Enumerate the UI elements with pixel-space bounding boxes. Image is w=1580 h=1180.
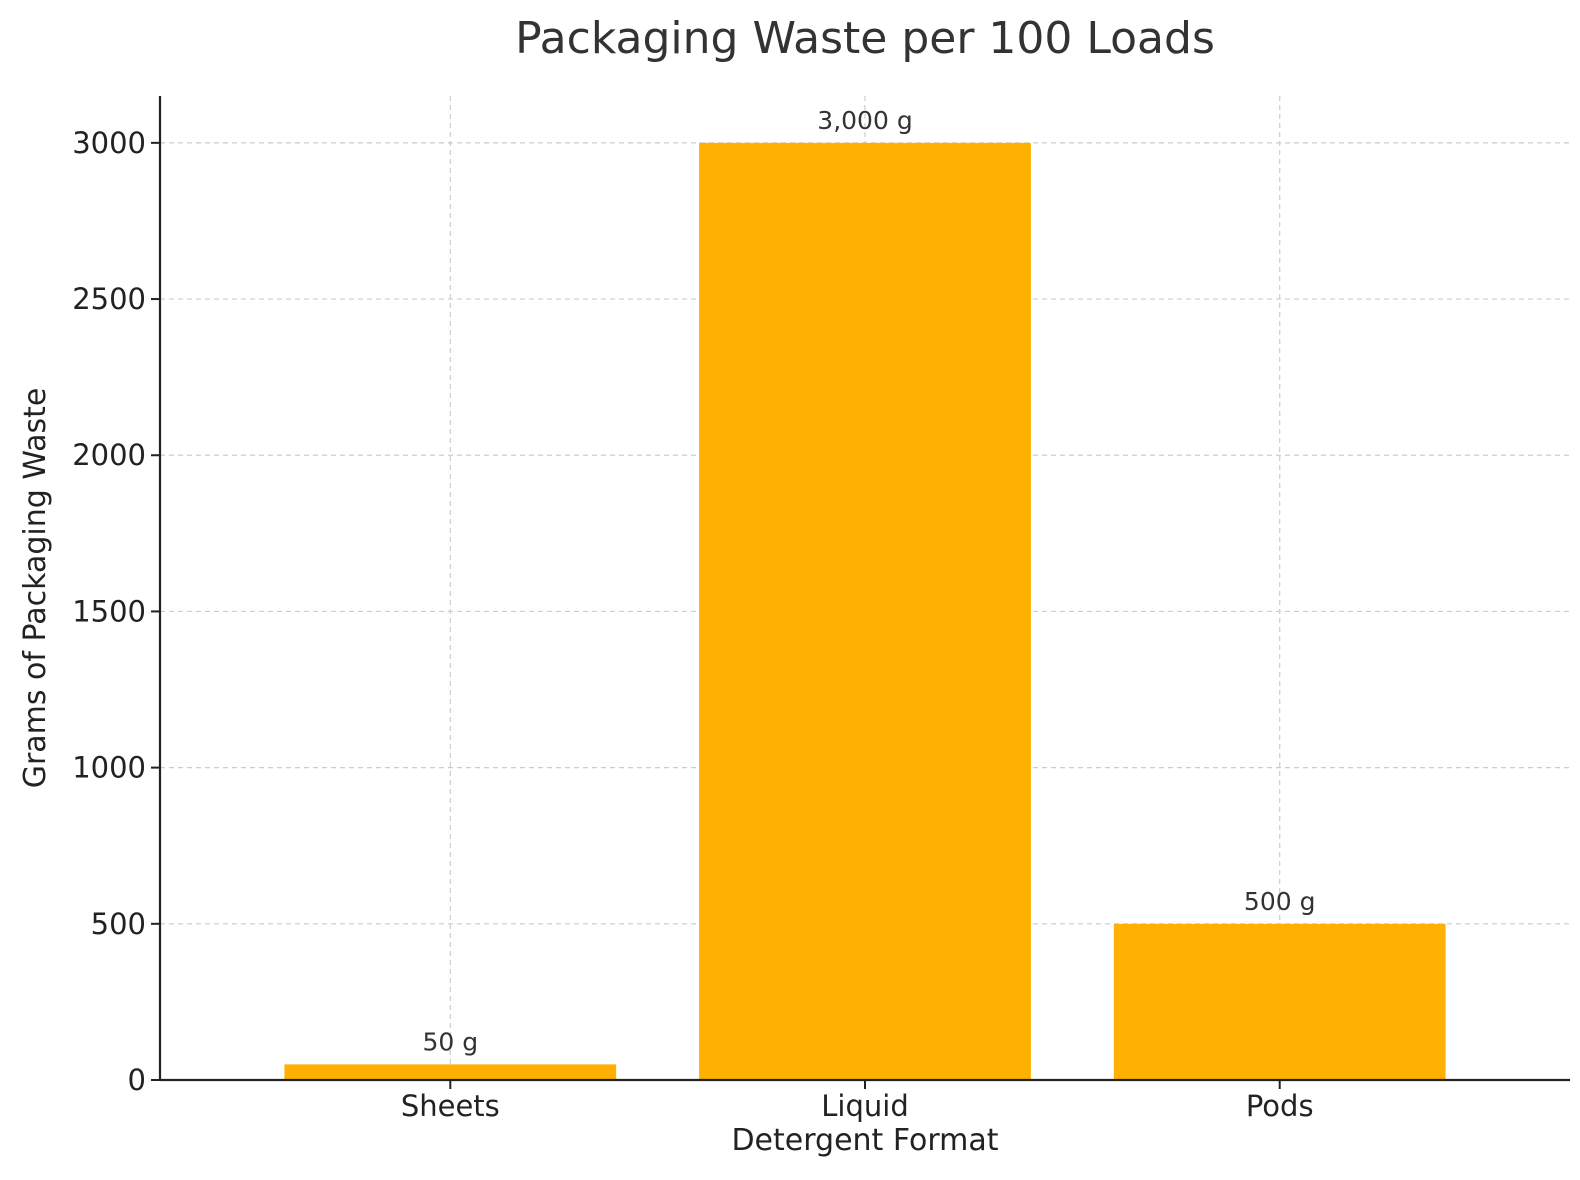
bar-layer <box>284 142 1446 1080</box>
x-tick-label-liquid: Liquid <box>821 1089 908 1123</box>
x-tick-label-pods: Pods <box>1246 1089 1314 1123</box>
y-tick-label: 2000 <box>72 438 146 472</box>
label-layer: 50 g 3,000 g 500 g <box>422 106 1315 1057</box>
chart-title: Packaging Waste per 100 Loads <box>515 13 1215 64</box>
bar-liquid <box>699 142 1031 1080</box>
data-label-pods: 500 g <box>1244 887 1316 916</box>
y-tick-label: 500 <box>91 907 146 941</box>
data-label-sheets: 50 g <box>422 1027 478 1056</box>
y-tick-label: 2500 <box>72 282 146 316</box>
bar-pods <box>1113 923 1446 1080</box>
y-axis-title: Grams of Packaging Waste <box>18 388 53 789</box>
y-tick-label: 0 <box>128 1063 146 1097</box>
y-tick-label: 1500 <box>72 594 146 628</box>
y-tick-label: 1000 <box>72 751 146 785</box>
bar-sheets <box>284 1064 617 1080</box>
x-tick-label-sheets: Sheets <box>401 1089 500 1123</box>
tick-layer: 0 500 1000 1500 2000 2500 3000 Sheets Liquid Pods <box>72 126 1313 1123</box>
y-tick-label: 3000 <box>72 126 146 160</box>
x-axis-title: Detergent Format <box>731 1123 998 1158</box>
data-label-liquid: 3,000 g <box>817 106 912 135</box>
